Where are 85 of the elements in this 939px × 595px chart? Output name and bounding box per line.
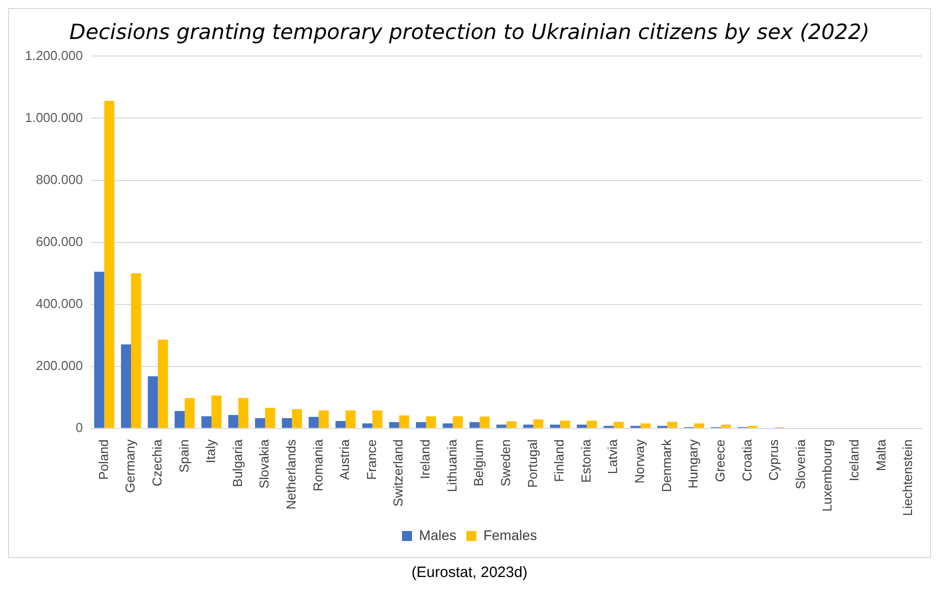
bar — [238, 398, 248, 428]
bar — [426, 416, 436, 428]
y-tick-label: 1.000.000 — [24, 110, 83, 125]
x-tick-label: Iceland — [846, 439, 862, 482]
bar — [184, 398, 195, 428]
bar — [94, 272, 104, 428]
x-tick-label: Croatia — [739, 438, 754, 482]
x-tick-label: Sweden — [498, 439, 513, 486]
bar — [399, 415, 410, 428]
bar — [560, 420, 570, 428]
legend-label: Females — [483, 526, 538, 543]
x-tick-label: France — [364, 439, 379, 480]
bar — [211, 396, 222, 428]
bar — [362, 423, 372, 428]
bar — [255, 418, 266, 428]
bar — [667, 422, 678, 428]
bar — [576, 424, 587, 428]
bar — [694, 423, 704, 428]
chart-title: Decisions granting temporary protection to Ukrainian citizens by sex (2022) — [69, 20, 870, 44]
bar — [120, 344, 132, 428]
bar — [523, 424, 534, 428]
bar — [720, 424, 731, 428]
bar — [480, 416, 490, 428]
bar — [550, 424, 560, 428]
y-tick-label: 600.000 — [36, 234, 83, 249]
x-tick-label: Czechia — [149, 438, 164, 486]
bar — [308, 416, 319, 428]
bar — [131, 273, 142, 428]
bar — [228, 415, 238, 428]
x-tick-label: Ireland — [418, 439, 433, 480]
bar — [174, 411, 185, 428]
y-tick-label: 200.000 — [36, 358, 83, 373]
bar — [318, 410, 329, 428]
x-tick-label: Latvia — [605, 438, 620, 474]
x-tick-label: Switzerland — [390, 439, 406, 507]
x-tick-label: Norway — [632, 438, 648, 484]
bar — [104, 100, 114, 428]
bar — [292, 409, 302, 428]
bar — [282, 418, 292, 428]
x-tick-label: Bulgaria — [230, 438, 245, 488]
bar — [346, 410, 356, 428]
x-tick-label: Romania — [310, 438, 326, 492]
y-tick-label: 400.000 — [36, 296, 83, 311]
bar — [389, 422, 400, 428]
x-tick-label: Slovenia — [792, 438, 808, 490]
x-tick-label: Poland — [96, 439, 111, 480]
x-tick-label: Greece — [712, 439, 728, 482]
x-tick-label: Spain — [176, 439, 192, 473]
bar — [614, 422, 624, 428]
y-tick-label: 0 — [76, 420, 83, 435]
x-tick-label: Luxembourg — [820, 439, 835, 512]
x-tick-label: Finland — [552, 439, 567, 482]
bar — [335, 420, 346, 428]
x-tick-label: Netherlands — [284, 438, 298, 510]
x-tick-label: Denmark — [658, 438, 674, 492]
x-tick-label: Cyprus — [766, 438, 782, 481]
x-tick-label: Liechtenstein — [900, 439, 916, 516]
bar — [470, 422, 480, 428]
x-tick-label: Portugal — [524, 439, 540, 488]
bar — [442, 423, 453, 428]
bar — [416, 422, 426, 428]
y-tick-label: 800.000 — [36, 172, 83, 187]
x-tick-label: Estonia — [578, 438, 594, 483]
x-tick-label: Italy — [203, 438, 218, 464]
x-tick-label: Germany — [122, 438, 138, 493]
x-tick-label: Slovakia — [256, 438, 272, 489]
bar — [586, 420, 597, 428]
bar — [452, 416, 463, 428]
bar — [640, 423, 651, 428]
x-tick-label: Hungary — [686, 438, 701, 489]
bar — [201, 416, 212, 428]
bar — [533, 419, 544, 428]
legend-label: Males — [418, 526, 456, 543]
x-tick-label: Belgium — [471, 439, 486, 486]
bar — [158, 340, 168, 428]
bar — [148, 376, 158, 428]
bar — [265, 408, 276, 428]
bar — [506, 421, 516, 428]
bar — [496, 424, 506, 428]
text: (Eurostat, 2023d) — [410, 564, 528, 581]
x-tick-label: Lithuania — [444, 438, 460, 492]
x-tick-label: Malta — [873, 438, 888, 472]
bar — [372, 410, 382, 428]
x-tick-label: Austria — [337, 438, 352, 480]
y-tick-label: 1.200.000 — [24, 48, 83, 63]
